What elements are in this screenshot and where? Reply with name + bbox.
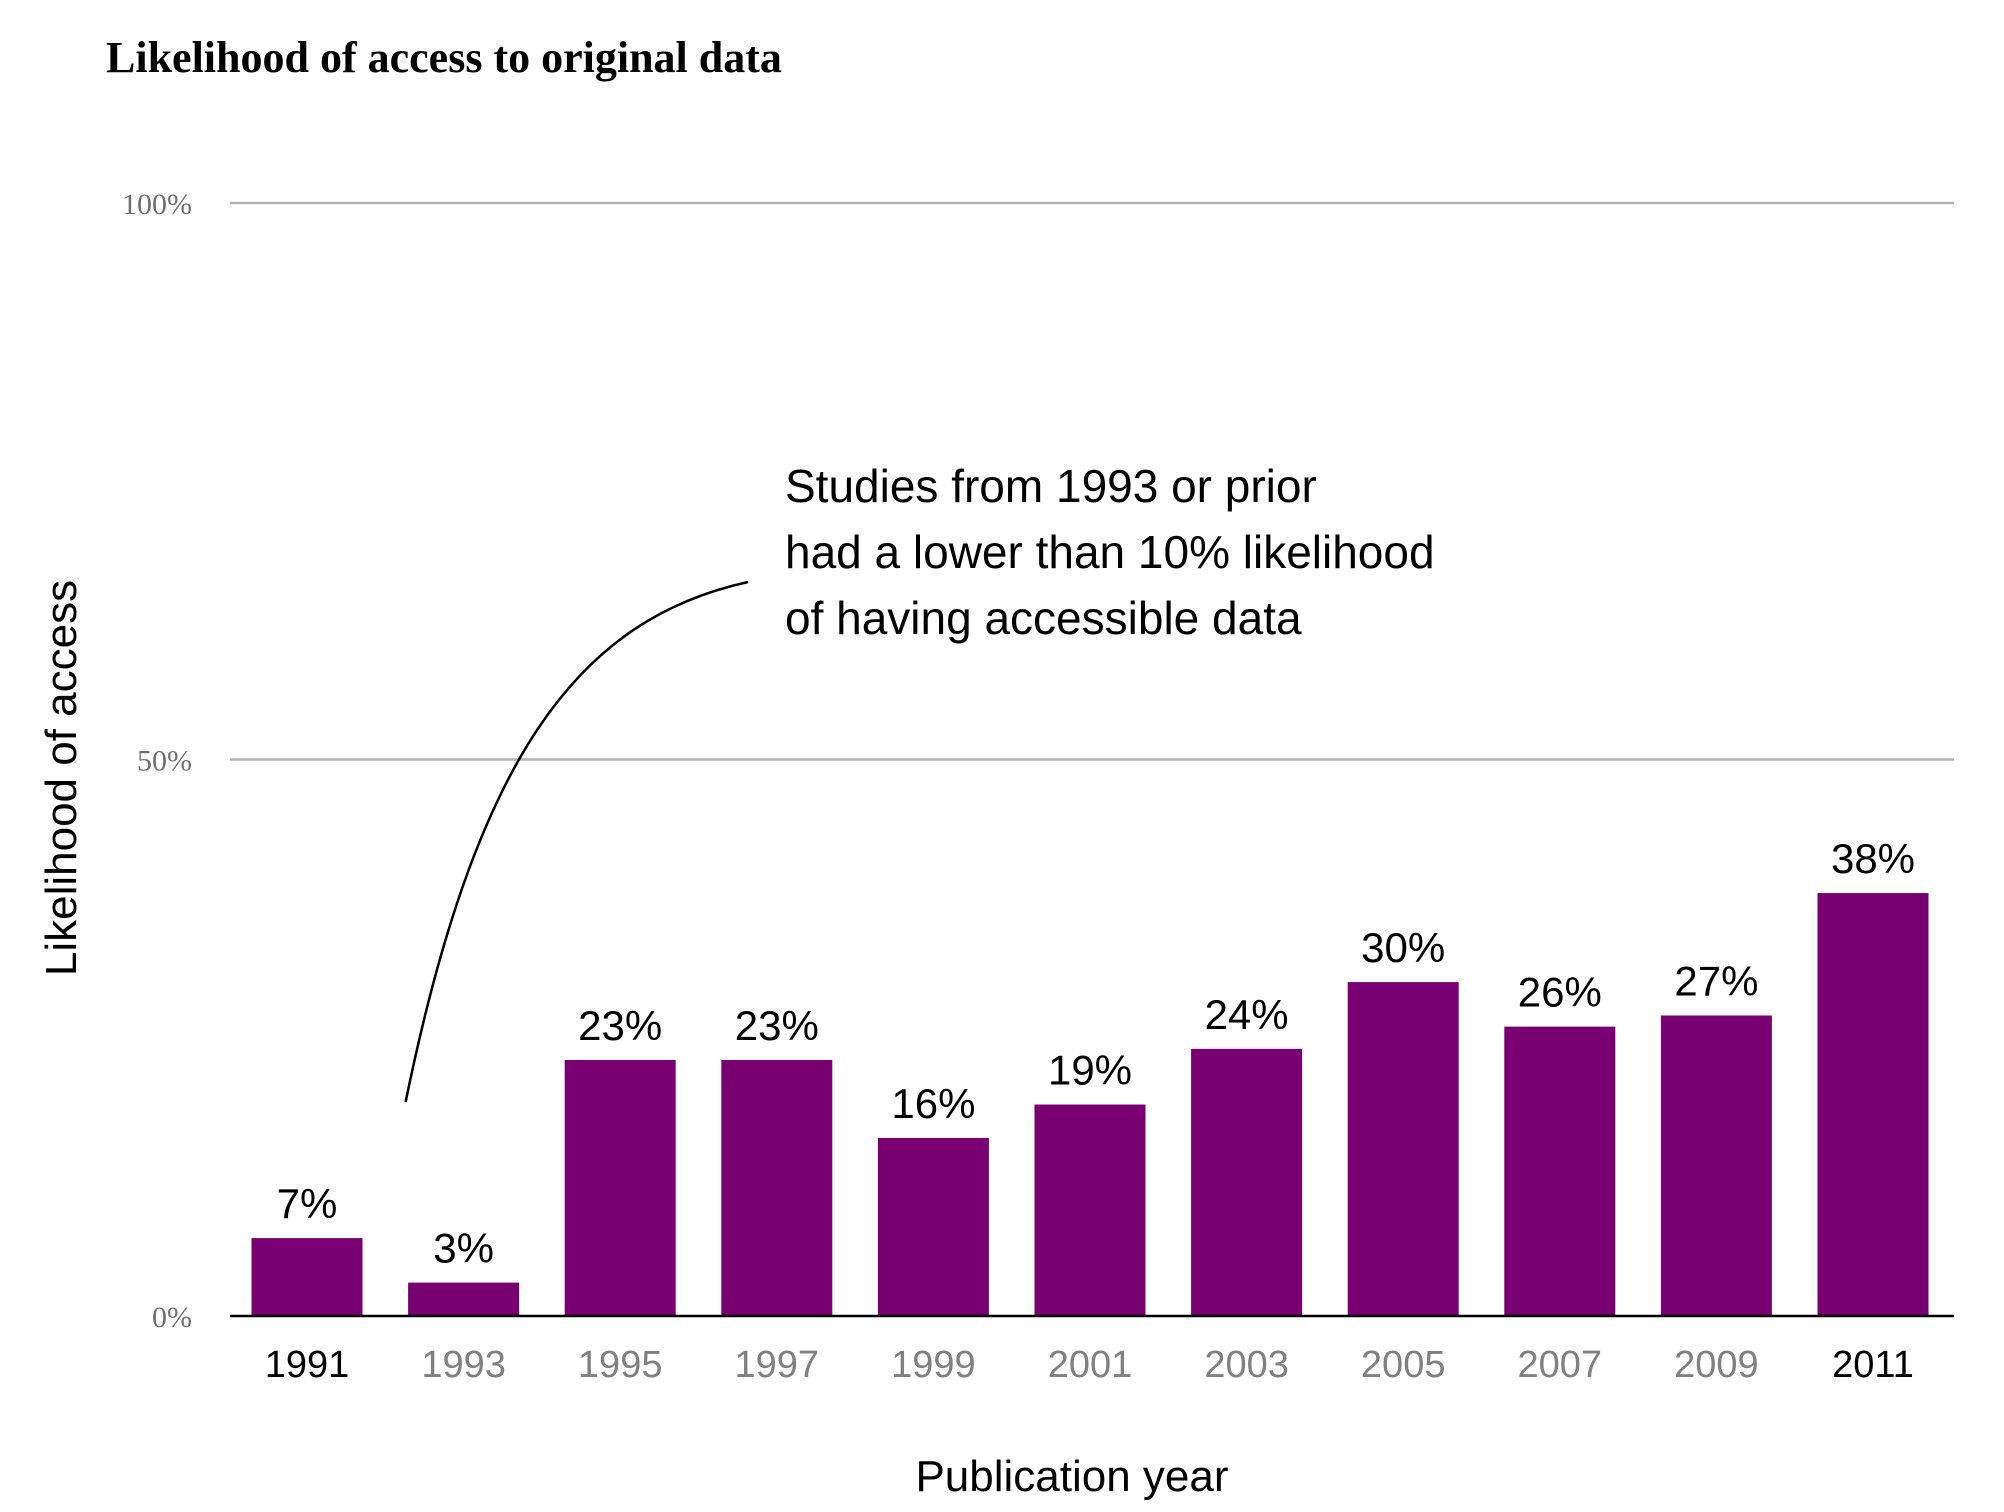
bar xyxy=(408,1282,520,1316)
x-tick-label: 2009 xyxy=(1674,1344,1759,1386)
bar xyxy=(877,1137,989,1316)
bar xyxy=(1347,982,1459,1316)
x-tick-label: 2003 xyxy=(1204,1344,1289,1386)
gridlines xyxy=(230,201,1954,761)
bar xyxy=(251,1238,363,1316)
bar xyxy=(1034,1104,1146,1316)
x-tick-label: 2007 xyxy=(1518,1344,1603,1386)
bar xyxy=(564,1060,676,1316)
x-axis-label: Publication year xyxy=(915,1452,1228,1501)
data-label: 19% xyxy=(1048,1047,1132,1094)
x-tick-label: 1999 xyxy=(891,1344,976,1386)
annotation-line-1: Studies from 1993 or prior xyxy=(785,460,1317,512)
bar xyxy=(1191,1048,1303,1316)
y-tick-label: 0% xyxy=(152,1301,192,1334)
y-axis-label: Likelihood of access xyxy=(37,580,86,976)
annotation-line-3: of having accessible data xyxy=(785,592,1302,644)
x-tick-label: 1993 xyxy=(421,1344,506,1386)
bar xyxy=(1660,1015,1772,1316)
bar xyxy=(721,1060,833,1316)
bar xyxy=(1504,1026,1616,1316)
data-label: 23% xyxy=(578,1002,662,1049)
annotation-leader-line xyxy=(404,580,749,1103)
data-label: 30% xyxy=(1361,924,1445,971)
y-tick-label: 50% xyxy=(137,745,192,778)
bars xyxy=(251,893,1929,1316)
x-axis-ticks: 1991 1993 1995 1997 1999 2001 2003 2005 2007 2009… xyxy=(265,1344,1914,1386)
data-label: 3% xyxy=(433,1225,494,1272)
x-tick-label: 1991 xyxy=(265,1344,350,1386)
data-label: 38% xyxy=(1831,835,1915,882)
data-label: 24% xyxy=(1205,991,1289,1038)
data-labels: 7% 3% 23% 23% 16% 19% 24% 30% 26% 27% 38% xyxy=(277,835,1915,1272)
y-axis-ticks: 0% 50% 100% xyxy=(122,188,192,1334)
data-label: 23% xyxy=(735,1002,819,1049)
data-label: 27% xyxy=(1674,957,1758,1004)
x-tick-label: 1997 xyxy=(735,1344,820,1386)
data-label: 16% xyxy=(891,1080,975,1127)
data-label: 7% xyxy=(277,1180,338,1227)
annotation-line-2: had a lower than 10% likelihood xyxy=(785,526,1435,578)
annotation: Studies from 1993 or prior had a lower t… xyxy=(404,460,1435,1103)
x-tick-label: 2011 xyxy=(1832,1344,1914,1386)
y-tick-label: 100% xyxy=(122,188,192,221)
bar xyxy=(1817,893,1929,1316)
x-tick-label: 1995 xyxy=(578,1344,663,1386)
chart-title: Likelihood of access to original data xyxy=(106,33,782,82)
data-label: 26% xyxy=(1518,969,1602,1016)
x-tick-label: 2005 xyxy=(1361,1344,1446,1386)
x-tick-label: 2001 xyxy=(1048,1344,1133,1386)
